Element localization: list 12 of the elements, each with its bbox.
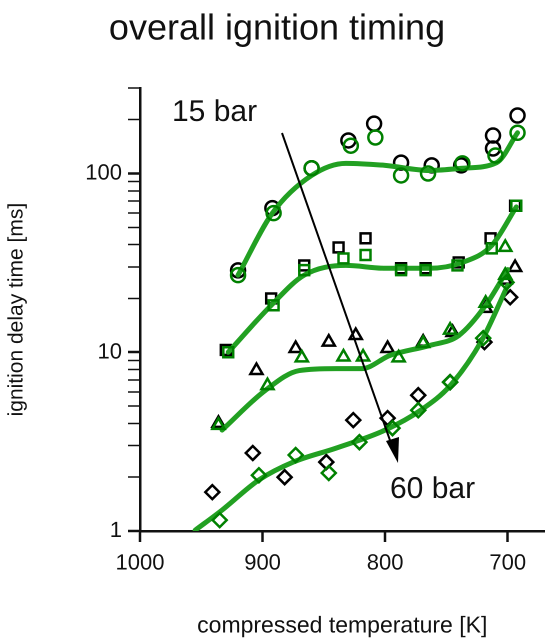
annotation: 15 bar xyxy=(172,95,258,129)
x-tick-label: 900 xyxy=(244,549,281,574)
y-tick-label: 100 xyxy=(85,160,122,185)
x-tick-label: 1000 xyxy=(116,549,164,574)
x-tick-label: 700 xyxy=(489,549,526,574)
y-axis-title: ignition delay time [ms] xyxy=(4,202,28,416)
x-tick-label: 800 xyxy=(366,549,404,574)
y-tick-label: 10 xyxy=(98,338,122,364)
chart-title: overall ignition timing xyxy=(108,6,446,48)
annotation: 60 bar xyxy=(390,472,476,506)
y-tick-label: 1 xyxy=(110,517,122,542)
x-axis-title: compressed temperature [K] xyxy=(197,612,488,638)
